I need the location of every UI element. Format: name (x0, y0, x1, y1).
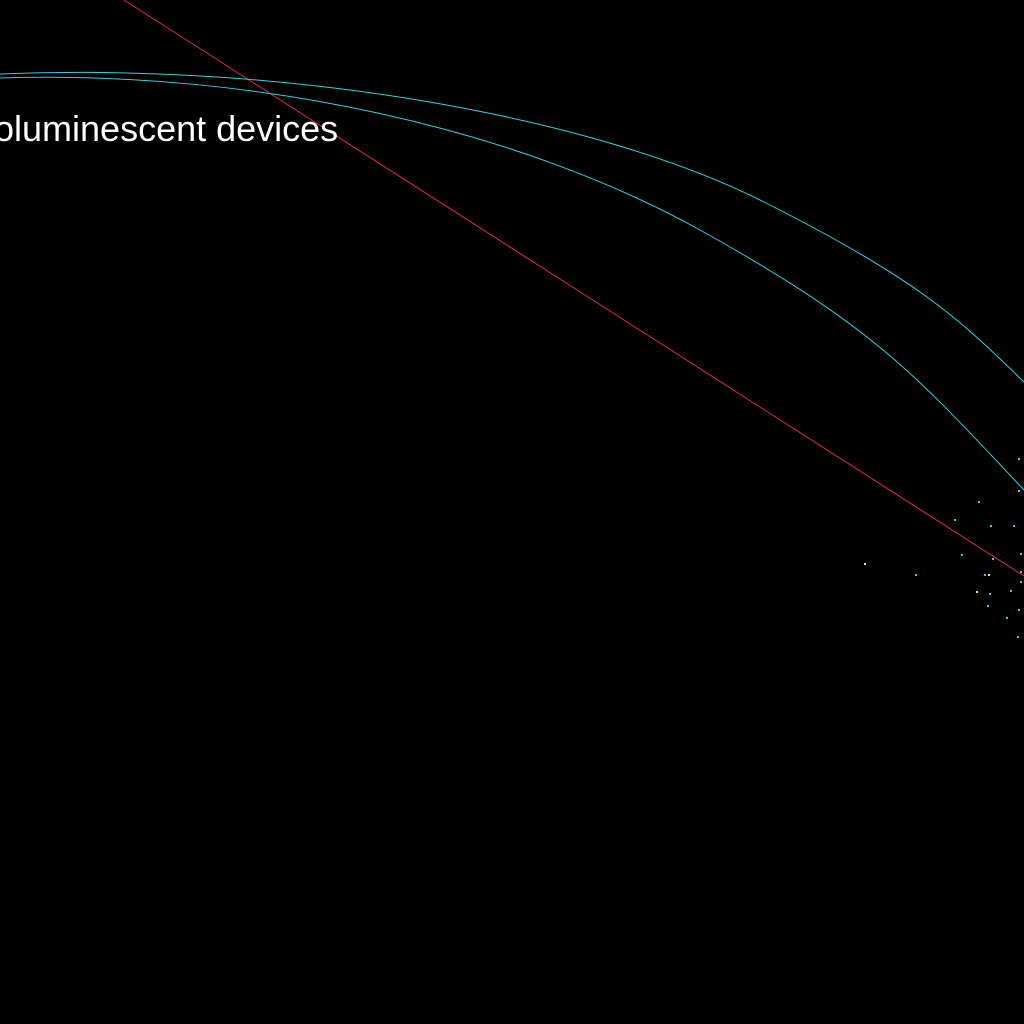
node-dot (989, 593, 991, 595)
node-dot (988, 574, 990, 576)
node-dot (1020, 553, 1022, 555)
node-dot (915, 574, 917, 576)
node-dot (1010, 590, 1012, 592)
node-dot (1020, 571, 1022, 573)
node-label: oluminescent devices (0, 108, 338, 149)
node-dot (1006, 617, 1008, 619)
node-dot (992, 558, 994, 560)
node-dot (1020, 581, 1022, 583)
node-dot (976, 591, 978, 593)
node-dot (978, 501, 980, 503)
node-dot (990, 525, 992, 527)
node-dot (961, 554, 963, 556)
node-dot (1017, 636, 1019, 638)
node-dot (864, 563, 866, 565)
cyan-edge-curve-outer (0, 71, 1024, 383)
node-dot (1018, 458, 1020, 460)
node-dot (984, 574, 986, 576)
magenta-edge-line (123, 0, 1024, 577)
node-dot (1018, 490, 1020, 492)
node-dot (1018, 609, 1020, 611)
node-dots-cluster (864, 458, 1022, 638)
node-dot (987, 605, 989, 607)
node-dot (954, 519, 956, 521)
cyan-edge-curve-inner (0, 76, 1024, 491)
node-dot (1013, 525, 1015, 527)
